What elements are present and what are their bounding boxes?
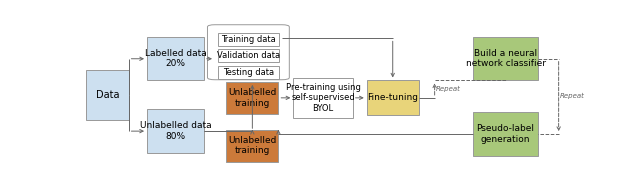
Text: Pre-training using
self-supervised
BYOL: Pre-training using self-supervised BYOL [285, 83, 360, 113]
FancyBboxPatch shape [367, 80, 419, 115]
Text: Data: Data [96, 90, 119, 100]
Text: Unlabelled
training: Unlabelled training [228, 136, 276, 155]
Text: Repeat: Repeat [436, 86, 461, 92]
Text: Fine-tuning: Fine-tuning [367, 93, 418, 102]
FancyBboxPatch shape [218, 33, 279, 46]
FancyBboxPatch shape [227, 82, 278, 114]
FancyBboxPatch shape [147, 109, 204, 153]
FancyBboxPatch shape [207, 25, 289, 80]
Text: Pseudo-label
generation: Pseudo-label generation [477, 124, 534, 144]
FancyBboxPatch shape [218, 49, 279, 62]
Text: Testing data: Testing data [223, 68, 274, 77]
FancyBboxPatch shape [218, 66, 279, 79]
Text: Labelled data
20%: Labelled data 20% [145, 49, 206, 68]
FancyBboxPatch shape [227, 130, 278, 161]
Text: Validation data: Validation data [217, 51, 280, 60]
FancyBboxPatch shape [293, 78, 353, 118]
Text: Unlabelled
training: Unlabelled training [228, 88, 276, 108]
FancyBboxPatch shape [147, 37, 204, 80]
Text: Training data: Training data [221, 35, 276, 44]
Text: Build a neural
network classifier: Build a neural network classifier [465, 49, 545, 68]
Text: Repeat: Repeat [559, 93, 584, 99]
FancyBboxPatch shape [86, 70, 129, 120]
FancyBboxPatch shape [474, 37, 538, 80]
Text: Unlabelled data
80%: Unlabelled data 80% [140, 121, 211, 141]
FancyBboxPatch shape [474, 112, 538, 156]
